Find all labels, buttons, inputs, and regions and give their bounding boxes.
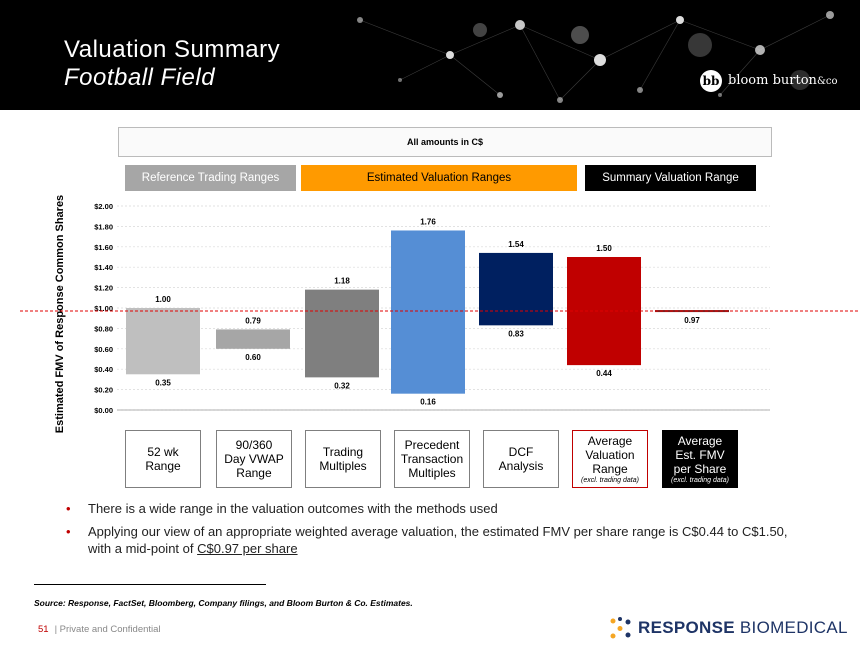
y-tick-label: $2.00 [94,202,113,211]
bar [126,308,200,375]
bar-high-label: 1.00 [155,295,171,304]
network-background-graphic [357,11,834,103]
bullet-marker: • [66,524,71,539]
logo-text-bold: RESPONSE [638,618,735,637]
method-label: 90/360 Day VWAP Range [224,438,284,480]
confidential-label: | Private and Confidential [54,624,161,635]
bullet-list: • There is a wide range in the valuation … [66,500,796,563]
method-label: Precedent Transaction Multiples [400,438,464,480]
bar [567,257,641,366]
midpoint-emphasis: C$0.97 per share [197,541,298,556]
category-estimated-valuation: Estimated Valuation Ranges [301,165,577,191]
footnote-divider [34,584,266,585]
bar-low-label: 0.32 [334,381,350,390]
bar-low-label: 0.35 [155,378,171,387]
y-tick-label: $0.80 [94,324,113,333]
method-box: Average Est. FMV per Share (excl. tradin… [662,430,738,488]
bar-high-label: 1.76 [420,217,436,226]
method-label: Average Valuation Range [585,434,635,476]
page-number: 51 [38,624,49,635]
bar [391,230,465,394]
method-box: 52 wk Range [125,430,201,488]
page-title: Valuation Summary [64,36,281,63]
page-subtitle: Football Field [64,64,216,91]
logo-text-regular: BIOMEDICAL [739,618,848,637]
bar-high-label: 1.50 [596,244,612,253]
football-field-chart: $0.00 $0.20 $0.40 $0.60 $0.80 $1.00 $1.20 $1.40… [20,202,858,415]
bullet-marker: • [66,501,71,516]
bar-low-label: 0.97 [684,316,700,325]
bb-logo-name: bloom burton [728,73,817,88]
method-label: DCF Analysis [498,445,544,473]
bb-logo-amp: &co [816,76,838,87]
method-box: Average Valuation Range (excl. trading d… [572,430,648,488]
method-box: DCF Analysis [483,430,559,488]
amounts-note: All amounts in C$ [118,127,772,157]
method-box: Precedent Transaction Multiples [394,430,470,488]
y-tick-label: $1.00 [94,304,113,313]
y-tick-label: $0.20 [94,386,113,395]
category-summary-valuation: Summary Valuation Range [585,165,756,191]
y-tick-label: $1.60 [94,243,113,252]
method-label: Average Est. FMV per Share [673,434,727,476]
method-label: Trading Multiples [319,445,367,473]
y-tick-label: $1.20 [94,284,113,293]
y-tick-label: $0.60 [94,345,113,354]
bullet-item: • There is a wide range in the valuation … [66,501,498,516]
y-tick-label: $0.00 [94,406,113,415]
method-note: (excl. trading data) [581,477,639,484]
response-biomedical-logo: RESPONSE BIOMEDICAL [608,614,858,642]
bb-logo-mark: bb [700,70,722,92]
method-box: Trading Multiples [305,430,381,488]
bar-high-label: 1.18 [334,277,350,286]
bloom-burton-logo: bb bloom burton&co [700,70,860,98]
response-logo-icon [610,617,631,639]
y-tick-label: $1.40 [94,263,113,272]
bar-high-label: 0.79 [245,316,261,325]
bar-high-label: 1.54 [508,240,524,249]
source-note: Source: Response, FactSet, Bloomberg, Co… [34,598,413,608]
bar-low-label: 0.16 [420,398,436,407]
bar-low-label: 0.44 [596,369,612,378]
bullet-item: • Applying our view of an appropriate wei… [66,524,788,556]
bar [305,289,379,378]
y-tick-label: $0.40 [94,365,113,374]
y-tick-label: $1.80 [94,222,113,231]
bar-low-label: 0.83 [508,329,524,338]
header-banner: Valuation Summary Football Field bb bloo… [0,0,860,110]
method-label: 52 wk Range [145,445,181,473]
category-reference-trading: Reference Trading Ranges [125,165,296,191]
bar [216,329,290,349]
bar [479,252,553,326]
page-footer: 51 | Private and Confidential [38,624,161,635]
method-note: (excl. trading data) [671,477,729,484]
method-box: 90/360 Day VWAP Range [216,430,292,488]
bar-low-label: 0.60 [245,353,261,362]
